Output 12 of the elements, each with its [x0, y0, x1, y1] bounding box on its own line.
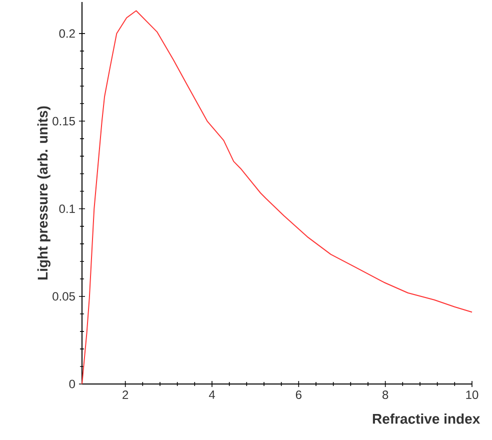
y-tick-label: 0.1	[59, 204, 75, 214]
y-tick-label: 0.15	[52, 116, 75, 126]
y-axis-title: Light pressure (arb. units)	[37, 106, 50, 280]
x-tick-label: 4	[208, 390, 215, 399]
x-axis-title: Refractive index	[372, 414, 480, 424]
x-tick-label: 2	[122, 390, 128, 399]
y-tick-label: 0.05	[52, 292, 75, 301]
x-tick-label: 8	[382, 390, 388, 400]
y-tick-label: 0	[69, 380, 76, 388]
x-tick-label: 10	[466, 390, 478, 400]
y-tick-label: 0.2	[59, 29, 75, 38]
x-tick-label: 6	[296, 390, 302, 400]
